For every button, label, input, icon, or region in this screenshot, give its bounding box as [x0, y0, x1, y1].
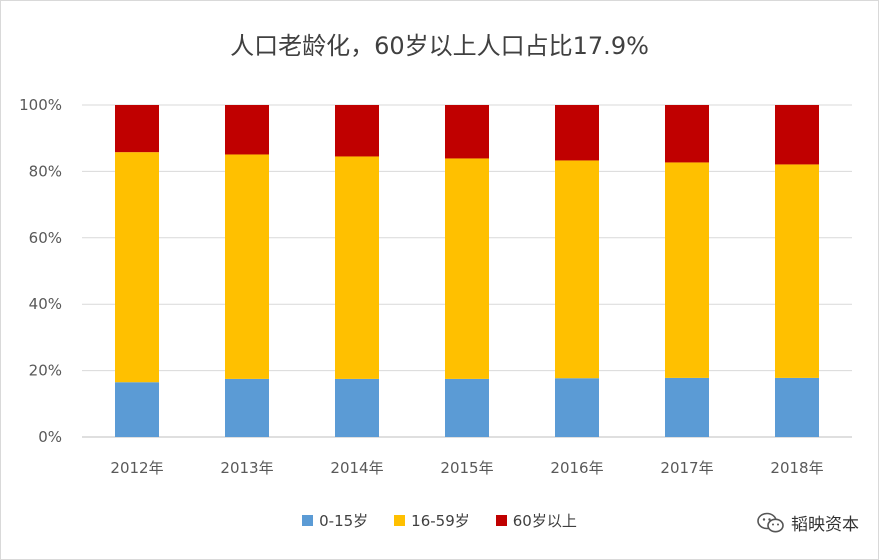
legend-item: 0-15岁 — [302, 510, 368, 531]
legend-item: 16-59岁 — [394, 510, 470, 531]
legend-swatch — [495, 515, 507, 526]
bar-segment — [115, 105, 159, 153]
x-tick-label: 2012年 — [110, 459, 163, 477]
chart-title: 人口老龄化，60岁以上人口占比17.9% — [230, 32, 649, 60]
bar-segment — [665, 105, 709, 163]
y-tick-label: 100% — [19, 96, 62, 114]
legend-item: 60岁以上 — [495, 510, 577, 531]
bar-segment — [225, 378, 269, 437]
legend-swatch — [394, 515, 406, 526]
bar-segment — [555, 105, 599, 161]
y-tick-label: 40% — [29, 295, 62, 313]
bar-segment — [335, 105, 379, 157]
wechat-icon — [757, 512, 784, 532]
x-tick-label: 2016年 — [550, 459, 603, 477]
legend-swatch — [302, 515, 314, 526]
x-tick-label: 2017年 — [660, 459, 713, 477]
bar-segment — [445, 378, 489, 437]
y-tick-label: 0% — [38, 428, 62, 446]
watermark-text: 韬映资本 — [791, 515, 859, 535]
x-tick-label: 2018年 — [770, 459, 823, 477]
bar-segment — [335, 156, 379, 379]
y-tick-label: 80% — [29, 162, 62, 180]
watermark: 韬映资本 — [757, 510, 859, 535]
chart-legend: 0-15岁 16-59岁 60岁以上 — [0, 510, 879, 531]
bar-segment — [775, 164, 819, 378]
bar-segment — [555, 378, 599, 437]
x-tick-label: 2015年 — [440, 459, 493, 477]
legend-label: 0-15岁 — [319, 512, 369, 530]
bar-segment — [225, 105, 269, 155]
legend-label: 16-59岁 — [411, 512, 470, 530]
y-tick-label: 20% — [29, 362, 62, 380]
bar-segment — [335, 378, 379, 437]
x-tick-label: 2014年 — [330, 459, 383, 477]
bar-segment — [115, 382, 159, 437]
bar-segment — [665, 162, 709, 378]
bar-segment — [445, 105, 489, 159]
y-tick-label: 60% — [29, 229, 62, 247]
bar-segment — [775, 377, 819, 437]
bar-segment — [665, 377, 709, 437]
legend-label: 60岁以上 — [512, 512, 577, 530]
bar-segment — [775, 105, 819, 165]
bar-segment — [445, 158, 489, 379]
bar-segment — [555, 160, 599, 379]
bar-segment — [115, 152, 159, 383]
bar-segment — [225, 154, 269, 379]
x-tick-label: 2013年 — [220, 459, 273, 477]
